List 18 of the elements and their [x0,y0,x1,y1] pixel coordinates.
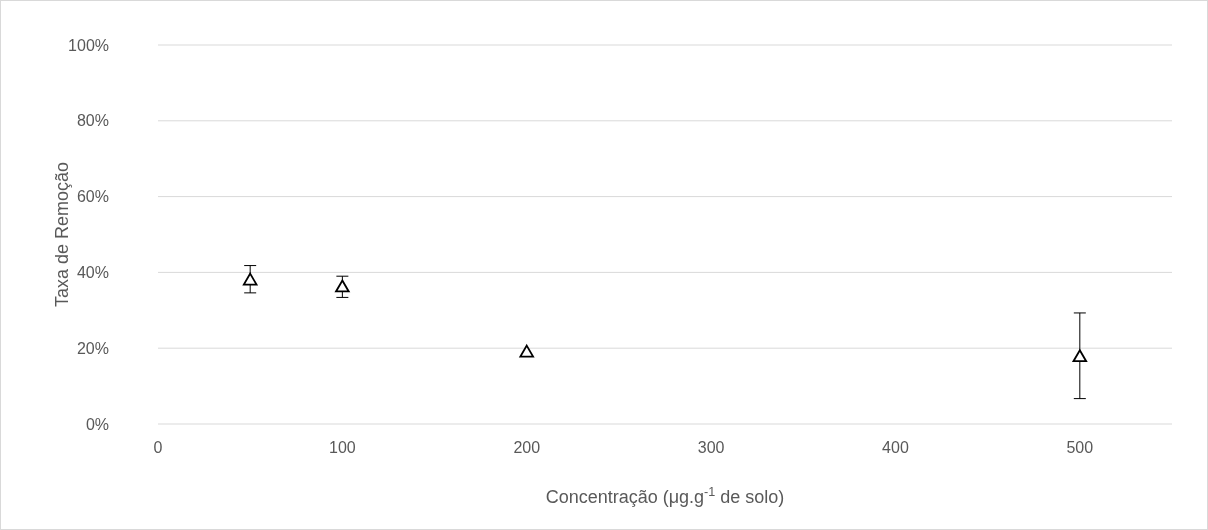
y-tick-label: 40% [76,264,109,281]
x-tick-label: 500 [1066,439,1094,456]
x-tick-label: 100 [329,439,356,456]
x-axis-title: Concentração (μg.g$^{-1}$ de solo) [545,485,785,507]
y-tick-label: 20% [76,339,109,357]
x-tick-label: 0 [153,439,163,456]
x-tick-label: 300 [697,439,725,456]
y-axis-title: Taxa de Remoção [52,161,72,308]
y-tick-label: 100% [68,36,109,54]
x-tick-label: 400 [882,439,909,456]
x-tick-label: 200 [513,439,541,456]
point [242,272,258,286]
y-tick-label: 60% [76,188,109,206]
point [519,344,534,358]
point [335,279,350,293]
y-tick-label: 0% [85,415,109,433]
y-tick-label: 80% [76,112,109,130]
point [1072,349,1088,363]
